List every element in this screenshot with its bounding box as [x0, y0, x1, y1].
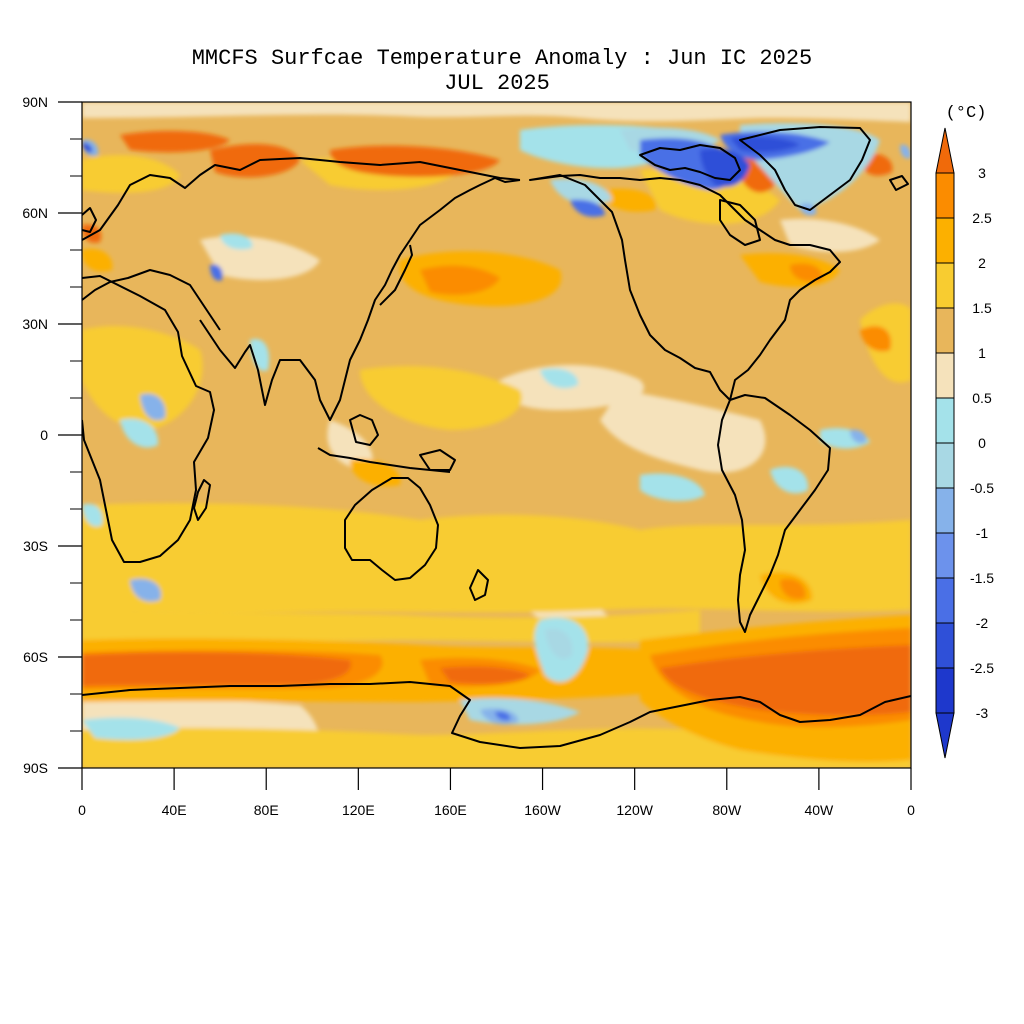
colorbar-over-triangle — [935, 127, 955, 174]
colorbar-bin — [935, 487, 955, 534]
coast-canadian-archipelago — [639, 144, 741, 181]
colorbar-bin — [935, 622, 955, 669]
coast-iceland — [889, 175, 909, 191]
anomaly-field — [82, 102, 911, 768]
colorbar-label: -2.5 — [970, 660, 994, 676]
colorbar-under-triangle — [935, 712, 955, 759]
colorbar-bin — [935, 532, 955, 579]
lat-tick-label: 90N — [22, 94, 48, 110]
colorbar-bin — [935, 307, 955, 354]
lon-tick-label: 80E — [254, 802, 279, 818]
colorbar-bin — [935, 262, 955, 309]
colorbar-label: 1 — [978, 345, 986, 361]
longitude-axis: 0 40E 80E 120E 160E 160W 120W 80W 40W 0 — [78, 768, 915, 818]
lat-tick-label: 0 — [40, 427, 48, 443]
coast-new-guinea — [419, 449, 456, 471]
colorbar-label: -3 — [976, 705, 989, 721]
coast-south-asia — [199, 239, 411, 421]
plot-title: MMCFS Surfcae Temperature Anomaly : Jun … — [192, 46, 813, 71]
colorbar-label: 3 — [978, 165, 986, 181]
colorbar: 3 2.5 2 1.5 1 0.5 0 -0.5 -1 -1.5 -2 -2.5 -3 (°C) — [935, 104, 994, 759]
coast-antarctica — [82, 681, 911, 749]
colorbar-bin — [935, 172, 955, 219]
colorbar-label: -1.5 — [970, 570, 994, 586]
colorbar-label: 0.5 — [972, 390, 992, 406]
colorbar-bin — [935, 577, 955, 624]
coast-madagascar — [193, 479, 211, 521]
coast-australia — [344, 477, 439, 581]
colorbar-bin — [935, 352, 955, 399]
lon-tick-label: 160W — [524, 802, 561, 818]
coast-borneo — [349, 414, 379, 446]
lat-tick-label: 60S — [23, 649, 48, 665]
lat-tick-label: 90S — [23, 760, 48, 776]
lon-tick-label: 120E — [342, 802, 375, 818]
coast-hudson-bay — [719, 199, 761, 246]
colorbar-bin — [935, 217, 955, 264]
coast-south-america — [717, 394, 831, 633]
coast-europe-south — [82, 269, 221, 331]
lat-tick-label: 30S — [23, 538, 48, 554]
coast-north-america — [529, 174, 841, 401]
colorbar-label: -2 — [976, 615, 989, 631]
coast-eurasia-north — [82, 157, 521, 241]
lon-tick-label: 0 — [78, 802, 86, 818]
coast-new-zealand — [469, 569, 489, 601]
lon-tick-label: 120W — [616, 802, 653, 818]
lon-tick-label: 40W — [804, 802, 834, 818]
coast-british-isles — [82, 207, 97, 233]
colorbar-label: 1.5 — [972, 300, 992, 316]
lat-tick-label: 60N — [22, 205, 48, 221]
lon-tick-label: 40E — [162, 802, 187, 818]
colorbar-label: -1 — [976, 525, 989, 541]
colorbar-label: 2.5 — [972, 210, 992, 226]
lon-tick-label: 0 — [907, 802, 915, 818]
map-panel — [82, 102, 911, 768]
plot-subtitle: JUL 2025 — [444, 71, 550, 96]
coast-japan — [379, 244, 413, 306]
colorbar-units: (°C) — [946, 104, 987, 123]
colorbar-label: 0 — [978, 435, 986, 451]
latitude-axis: 90N 60N 30N 0 30S 60S 90S — [22, 94, 82, 776]
coast-africa — [82, 275, 215, 563]
coast-greenland — [739, 126, 871, 211]
colorbar-label: -0.5 — [970, 480, 994, 496]
coastlines — [82, 126, 911, 749]
colorbar-bin — [935, 442, 955, 489]
colorbar-bin — [935, 667, 955, 714]
coast-east-asia — [409, 177, 521, 241]
coast-maritime-continent — [317, 447, 451, 473]
lon-tick-label: 160E — [434, 802, 467, 818]
lon-tick-label: 80W — [712, 802, 742, 818]
colorbar-bin — [935, 397, 955, 444]
lat-tick-label: 30N — [22, 316, 48, 332]
colorbar-label: 2 — [978, 255, 986, 271]
